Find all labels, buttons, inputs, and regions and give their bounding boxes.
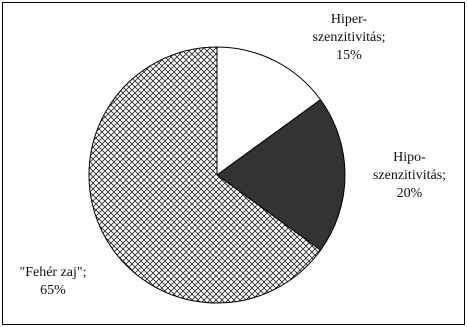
pie-slice-hipo [216,99,346,251]
slice-label-hiper-line-1: Hiper- [330,12,368,27]
slice-label-hipo-line-2: szenzitivitás; [372,168,447,183]
slice-label-hiper-line-3: 15% [336,48,362,63]
slice-label-feher-zaj-line-2: 65% [40,283,66,298]
slice-label-hiper-line-2: szenzitivitás; [312,30,386,45]
slice-label-hipo: Hipo- szenzitivitás; 20% [362,149,457,203]
slice-label-hipo-line-3: 20% [396,186,423,201]
slice-label-feher-zaj-line-1: "Fehér zaj"; [19,265,87,280]
pie-slice-feher-zaj [88,46,322,304]
slice-label-feher-zaj: "Fehér zaj"; 65% [10,264,96,300]
slice-label-hipo-line-1: Hipo- [393,150,426,165]
pie-slice-hiper [216,46,322,176]
slice-label-hiper: Hiper- szenzitivitás; 15% [304,11,394,65]
